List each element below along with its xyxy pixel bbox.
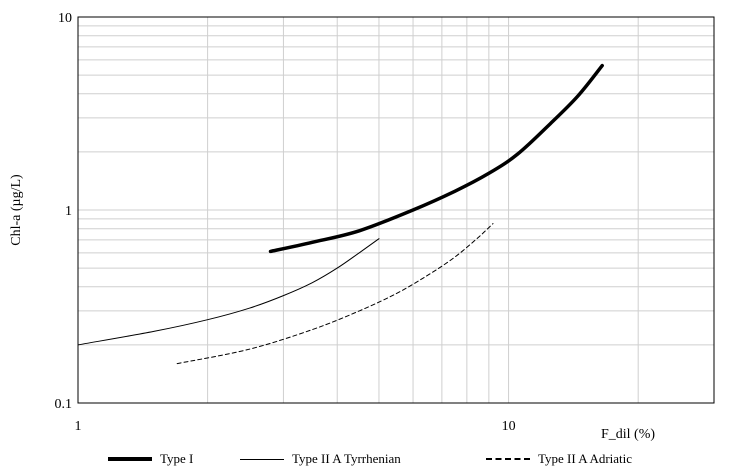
y-axis-title: Chl-a (µg/L)	[9, 174, 24, 246]
y-tick-label: 10	[58, 11, 72, 26]
y-axis: 0.1 1 10	[55, 11, 73, 412]
legend-item-type-ii-a-adriatic: Type II A Adriatic	[486, 449, 632, 469]
y-tick-label: 1	[65, 204, 72, 219]
legend-label-type-ii-a-adriatic: Type II A Adriatic	[538, 451, 633, 466]
legend-item-type-i: Type I	[108, 449, 193, 469]
plot-frame	[77, 16, 715, 404]
legend-swatch-type-ii-a-tyrrhenian	[240, 458, 284, 460]
series-line-2	[176, 223, 494, 365]
series-line-1	[77, 238, 380, 346]
x-axis-title: F_dil (%)	[601, 427, 655, 442]
x-tick-label: 1	[75, 419, 82, 434]
grid	[77, 17, 715, 404]
legend-swatch-type-ii-a-adriatic	[486, 458, 530, 460]
x-tick-label: 10	[502, 419, 516, 434]
legend: Type I Type II A Tyrrhenian Type II A Ad…	[0, 449, 734, 469]
series-line-0	[268, 63, 604, 254]
legend-item-type-ii-a-tyrrhenian: Type II A Tyrrhenian	[240, 449, 401, 469]
legend-swatch-type-i	[108, 457, 152, 461]
legend-label-type-i: Type I	[160, 451, 194, 466]
x-axis: 1 10	[75, 419, 516, 434]
series-group	[77, 63, 604, 365]
y-tick-label: 0.1	[55, 397, 73, 412]
legend-label-type-ii-a-tyrrhenian: Type II A Tyrrhenian	[292, 451, 401, 466]
